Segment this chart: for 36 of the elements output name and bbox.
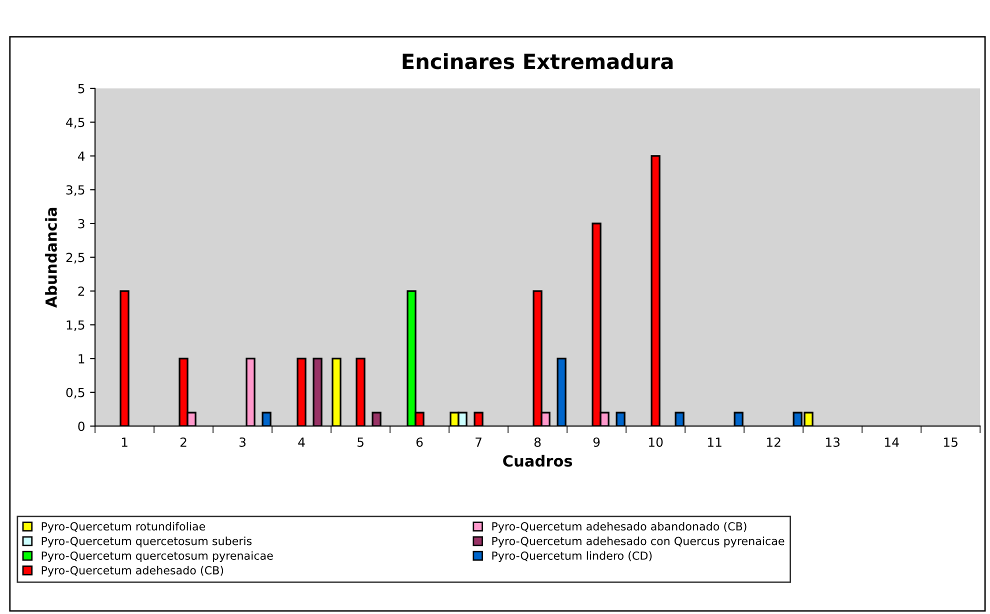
y-tick-label: 4	[78, 152, 85, 161]
x-tick-label: 5	[358, 438, 364, 447]
y-tick-label: 2,5	[66, 252, 84, 264]
legend-label: Pyro-Quercetum adehesado abandonado (CB)	[492, 522, 746, 533]
legend-label: Pyro-Quercetum adehesado con Quercus pyrenaicae	[492, 536, 784, 548]
x-tick-label: 13	[826, 437, 840, 447]
x-tick-label: 3	[240, 437, 246, 447]
legend-label: Pyro-Quercetum adehesado (CB)	[42, 566, 224, 577]
x-tick-label: 8	[534, 437, 541, 447]
x-tick-label: 6	[416, 437, 423, 447]
legend-label: Pyro-Quercetum quercetosum pyrenaicae	[42, 551, 273, 562]
y-tick-label: 1	[78, 354, 84, 364]
legend-label: Pyro-Quercetum rotundifoliae	[42, 522, 206, 533]
y-tick-label: 4,5	[66, 118, 84, 128]
x-tick-label: 1	[122, 438, 128, 447]
y-tick-label: 5	[78, 84, 84, 94]
x-tick-label: 15	[944, 438, 958, 447]
y-tick-label: 1,5	[66, 320, 84, 332]
legend-label: Pyro-Quercetum quercetosum suberis	[42, 536, 252, 548]
y-tick-label: 0	[78, 422, 84, 432]
y-tick-label: 2	[78, 286, 84, 296]
y-tick-label: 3	[78, 218, 84, 228]
y-tick-label: 0,5	[66, 388, 84, 399]
legend-label: Pyro-Quercetum lindero (CD)	[492, 551, 652, 562]
y-axis-title: Abundancia	[45, 208, 57, 308]
x-tick-label: 9	[593, 437, 600, 447]
x-tick-label: 14	[885, 438, 899, 447]
chart-title: Encinares Extremadura	[402, 53, 673, 70]
x-tick-label: 7	[476, 438, 482, 447]
y-tick-label: 3,5	[66, 185, 84, 196]
x-tick-label: 10	[649, 437, 663, 447]
x-tick-label: 2	[180, 437, 186, 447]
x-tick-label: 11	[708, 438, 722, 447]
x-tick-label: 4	[298, 438, 305, 447]
x-tick-label: 12	[767, 437, 780, 447]
x-axis-title: Cuadros	[503, 454, 572, 467]
